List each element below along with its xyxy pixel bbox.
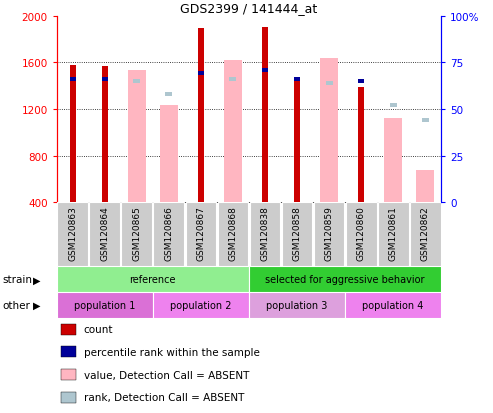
Text: GSM120863: GSM120863 [68, 206, 77, 261]
Text: population 1: population 1 [74, 300, 136, 310]
Text: GSM120860: GSM120860 [356, 206, 366, 261]
Text: rank, Detection Call = ABSENT: rank, Detection Call = ABSENT [84, 392, 244, 403]
Bar [160, 106, 177, 203]
Bar [133, 80, 141, 84]
FancyBboxPatch shape [121, 203, 152, 267]
Bar [325, 81, 333, 85]
Bar [422, 119, 429, 123]
Bar [198, 29, 204, 203]
Text: percentile rank within the sample: percentile rank within the sample [84, 347, 259, 357]
Text: GSM120866: GSM120866 [164, 206, 174, 261]
Text: GSM120868: GSM120868 [228, 206, 238, 261]
FancyBboxPatch shape [410, 203, 441, 267]
Bar [249, 267, 441, 292]
Text: GSM120861: GSM120861 [388, 206, 398, 261]
Text: population 3: population 3 [266, 300, 328, 310]
Bar [345, 292, 441, 318]
Bar [358, 88, 364, 203]
FancyBboxPatch shape [89, 203, 120, 267]
Text: population 4: population 4 [362, 300, 424, 310]
Bar [61, 324, 76, 335]
Bar [61, 347, 76, 358]
Bar [102, 78, 107, 82]
Text: count: count [84, 324, 113, 335]
Bar [165, 93, 173, 97]
Bar [61, 369, 76, 380]
Text: GSM120862: GSM120862 [421, 206, 430, 261]
Bar [262, 28, 268, 203]
Bar [358, 80, 364, 84]
Bar [385, 119, 402, 203]
FancyBboxPatch shape [153, 203, 184, 267]
Bar [249, 292, 345, 318]
Text: GSM120864: GSM120864 [100, 206, 109, 261]
Bar [262, 69, 268, 73]
FancyBboxPatch shape [314, 203, 345, 267]
Text: population 2: population 2 [170, 300, 232, 310]
Text: ▶: ▶ [33, 300, 41, 310]
Bar [57, 267, 249, 292]
Bar [57, 292, 153, 318]
Text: strain: strain [2, 275, 33, 285]
Bar [389, 104, 397, 108]
Bar [294, 81, 300, 203]
Bar [70, 65, 75, 203]
Bar [153, 292, 249, 318]
FancyBboxPatch shape [185, 203, 216, 267]
Text: reference: reference [130, 275, 176, 285]
Bar [229, 78, 237, 82]
Bar [224, 61, 242, 203]
FancyBboxPatch shape [249, 203, 281, 267]
Title: GDS2399 / 141444_at: GDS2399 / 141444_at [180, 2, 317, 15]
Text: GSM120865: GSM120865 [132, 206, 141, 261]
Bar [61, 392, 76, 403]
FancyBboxPatch shape [346, 203, 377, 267]
Text: GSM120858: GSM120858 [292, 206, 302, 261]
FancyBboxPatch shape [282, 203, 313, 267]
Bar [294, 78, 300, 82]
FancyBboxPatch shape [378, 203, 409, 267]
Bar [320, 58, 338, 203]
FancyBboxPatch shape [217, 203, 248, 267]
Bar [70, 78, 75, 82]
Bar [198, 72, 204, 76]
Text: ▶: ▶ [33, 275, 41, 285]
FancyBboxPatch shape [57, 203, 88, 267]
Bar [128, 71, 145, 203]
Bar [417, 170, 434, 203]
Text: value, Detection Call = ABSENT: value, Detection Call = ABSENT [84, 370, 249, 380]
Text: GSM120867: GSM120867 [196, 206, 206, 261]
Text: GSM120859: GSM120859 [324, 206, 334, 261]
Text: GSM120838: GSM120838 [260, 206, 270, 261]
Bar [102, 66, 107, 203]
Text: other: other [2, 300, 31, 310]
Text: selected for aggressive behavior: selected for aggressive behavior [265, 275, 425, 285]
